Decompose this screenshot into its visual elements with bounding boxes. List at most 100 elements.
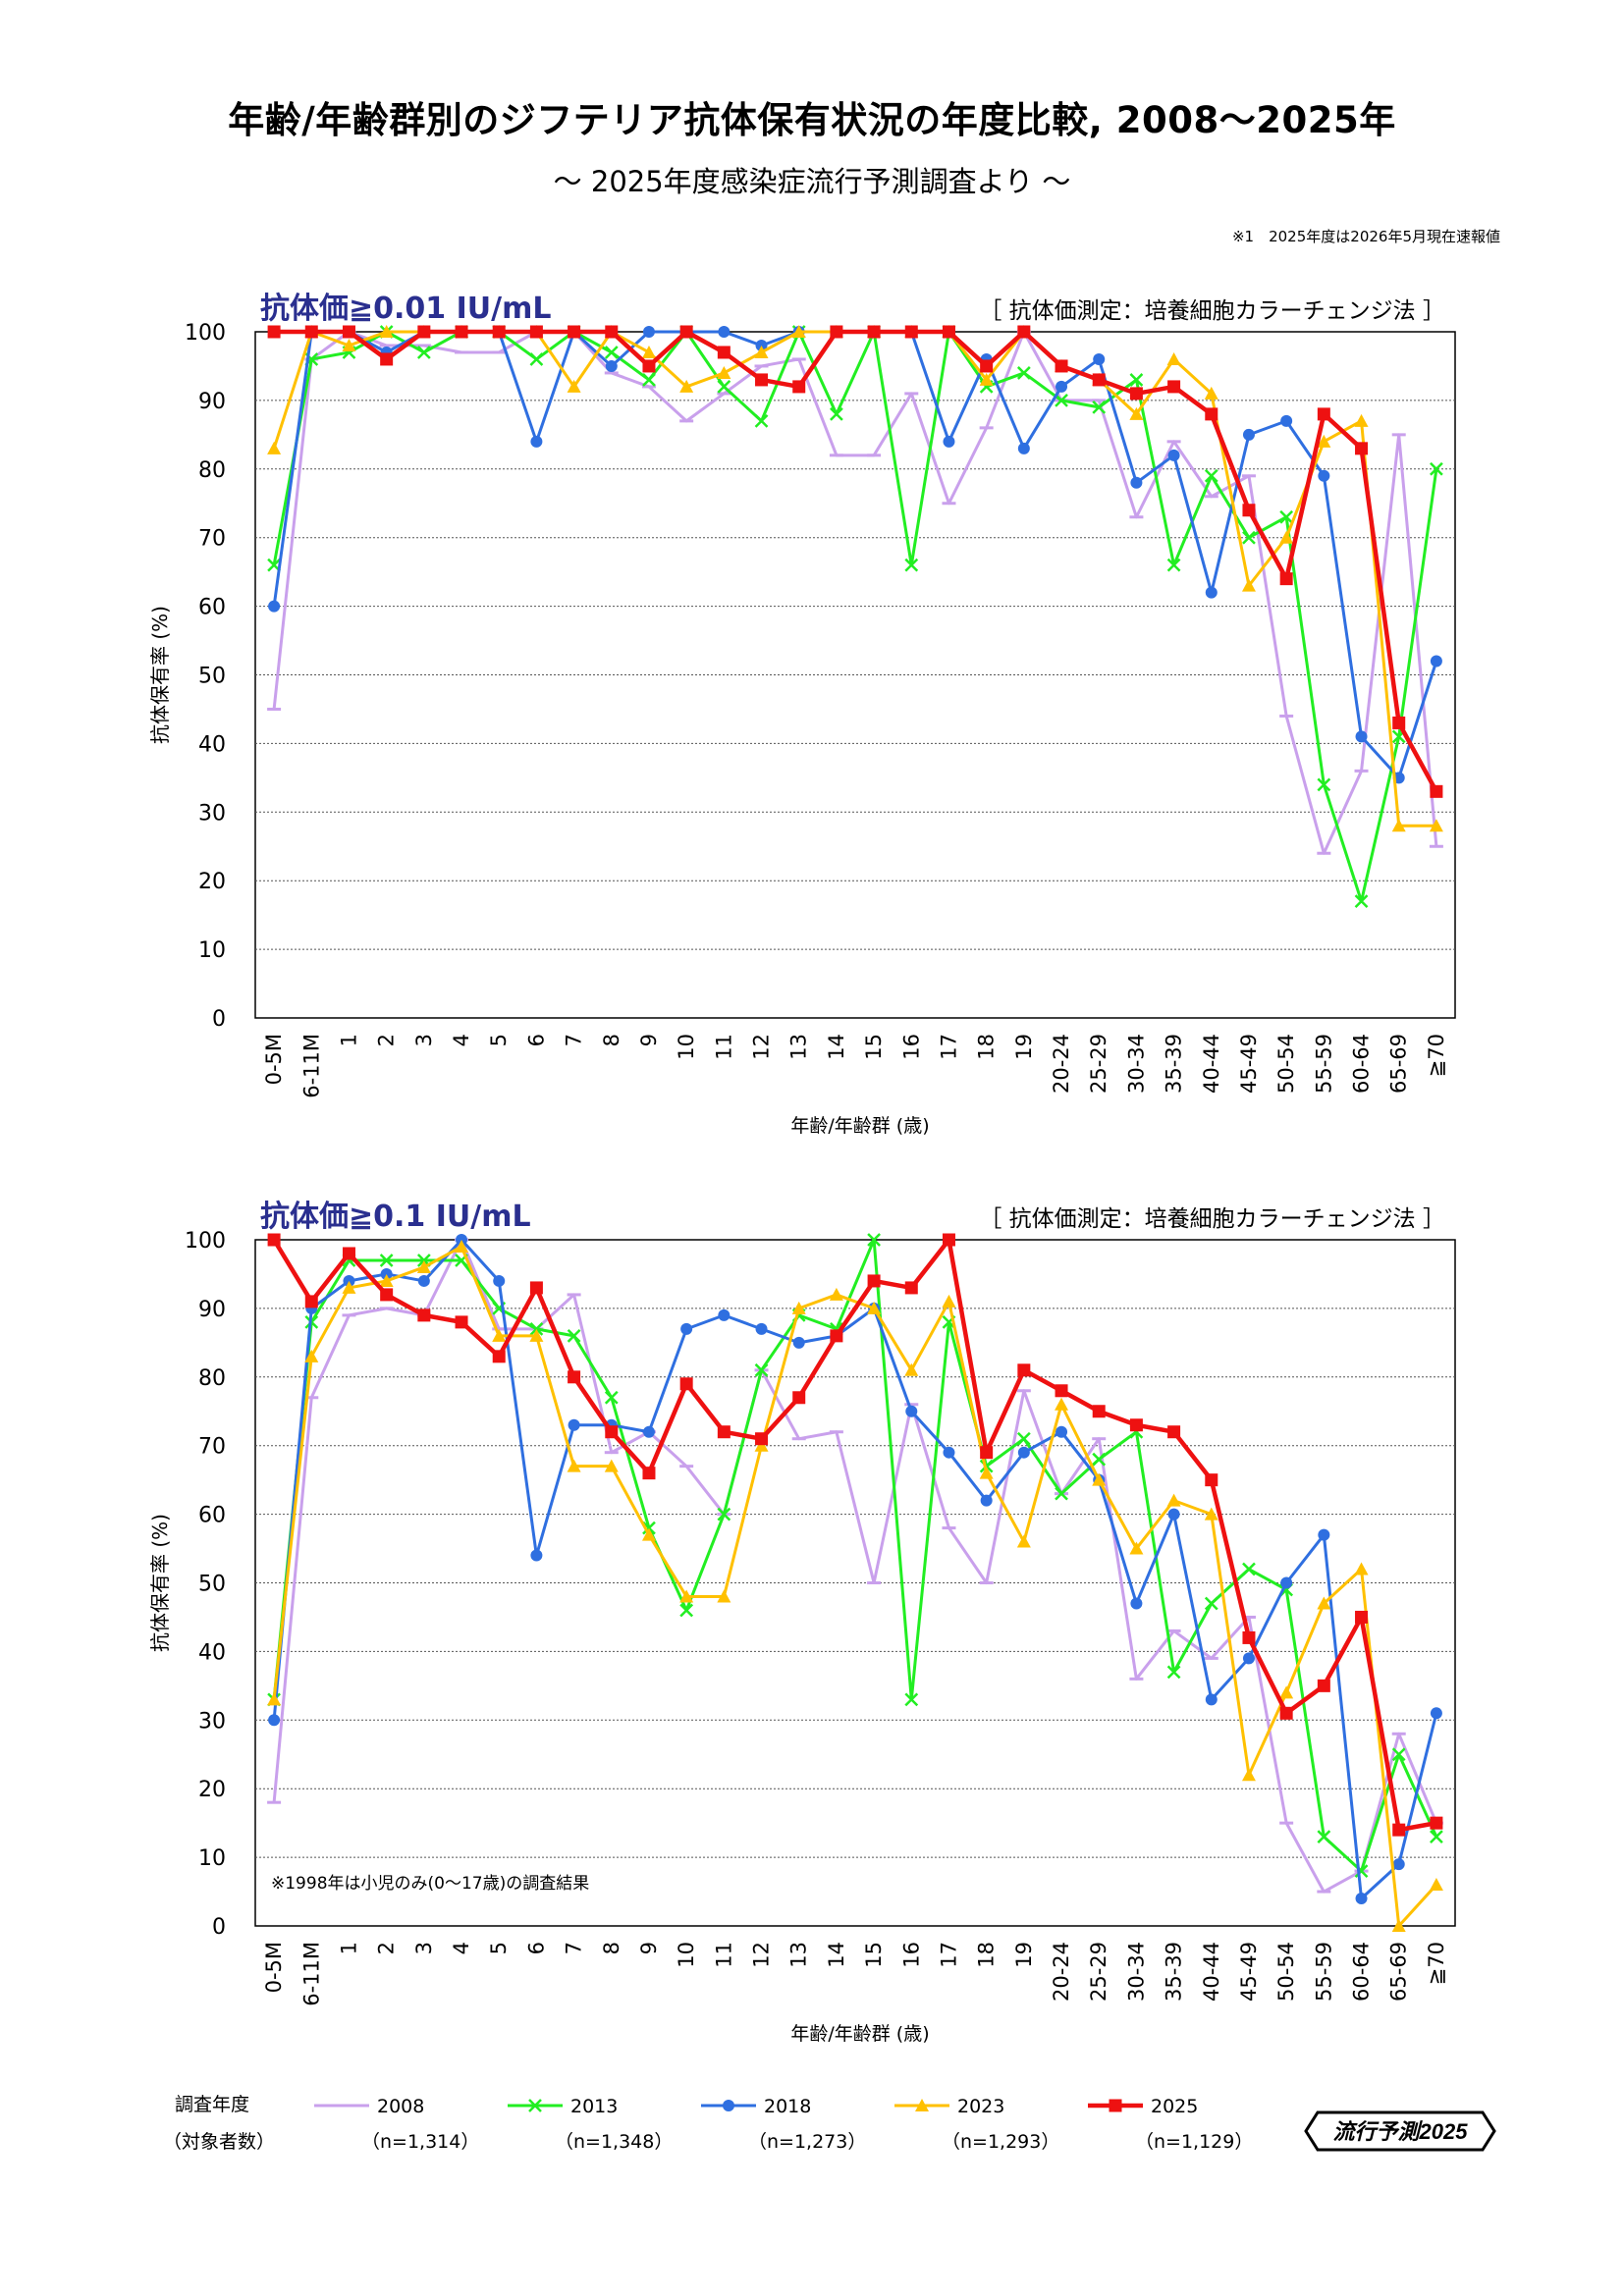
data-point bbox=[942, 1294, 956, 1308]
data-point bbox=[1205, 407, 1218, 421]
legend-n-2008: （n=1,314） bbox=[361, 2131, 479, 2153]
data-point bbox=[717, 365, 731, 379]
x-tick-label: 40-44 bbox=[1200, 1034, 1223, 1094]
data-point bbox=[1391, 819, 1406, 832]
data-point bbox=[980, 1446, 994, 1460]
data-point bbox=[1130, 476, 1143, 489]
data-point bbox=[755, 373, 769, 387]
series-2023 bbox=[267, 1239, 1443, 1932]
legend-year-2023: 2023 bbox=[957, 2096, 1004, 2117]
data-point bbox=[1204, 386, 1218, 400]
y-tick-label: 10 bbox=[198, 938, 226, 963]
logo-text: 流行予測2025 bbox=[1333, 2119, 1469, 2144]
series-2025 bbox=[267, 325, 1443, 798]
x-tick-label: 6 bbox=[524, 1034, 548, 1046]
x-tick-label: 8 bbox=[600, 1034, 623, 1046]
data-point bbox=[942, 325, 955, 339]
data-point bbox=[1242, 504, 1256, 517]
x-tick-label: 2 bbox=[375, 1942, 399, 1954]
x-tick-label: 3 bbox=[412, 1942, 436, 1954]
x-tick-label: 17 bbox=[937, 1942, 960, 1968]
data-point bbox=[529, 352, 544, 366]
chart-annotation: ※1998年は小児のみ(0～17歳)の調査結果 bbox=[271, 1874, 589, 1894]
data-point bbox=[567, 1459, 581, 1472]
data-point bbox=[1279, 530, 1294, 544]
legend-n-2025: （n=1,129） bbox=[1135, 2131, 1253, 2153]
data-point bbox=[1430, 655, 1442, 667]
data-point bbox=[830, 325, 843, 339]
y-tick-label: 50 bbox=[198, 665, 226, 689]
data-point bbox=[304, 1295, 318, 1308]
data-point bbox=[1429, 819, 1443, 832]
legend-marker-2013 bbox=[528, 2099, 542, 2112]
data-point bbox=[642, 1425, 655, 1438]
x-tick-label: 12 bbox=[750, 1942, 774, 1968]
data-point bbox=[267, 1233, 281, 1247]
data-point bbox=[904, 1281, 918, 1295]
data-point bbox=[1430, 784, 1443, 798]
data-point bbox=[1017, 1363, 1031, 1377]
data-point bbox=[605, 359, 618, 372]
data-point bbox=[304, 325, 318, 339]
data-point bbox=[492, 1328, 507, 1342]
data-point bbox=[1279, 1685, 1294, 1699]
data-point bbox=[342, 325, 355, 339]
y-tick-label: 60 bbox=[198, 596, 226, 620]
x-tick-label: 13 bbox=[787, 1034, 811, 1060]
legend-year-2025: 2025 bbox=[1151, 2096, 1198, 2117]
x-axis-label: 年齢/年齢群 (歳) bbox=[790, 2023, 929, 2045]
data-point bbox=[455, 1239, 469, 1253]
data-point bbox=[755, 1432, 769, 1446]
data-point bbox=[1092, 373, 1106, 387]
data-point bbox=[530, 1549, 543, 1562]
x-tick-label: 19 bbox=[1012, 1034, 1036, 1060]
data-point bbox=[904, 1362, 919, 1376]
data-point bbox=[904, 558, 919, 572]
data-point bbox=[1017, 442, 1030, 454]
data-point bbox=[1205, 586, 1218, 599]
data-point bbox=[1055, 1397, 1069, 1411]
data-point bbox=[492, 1350, 506, 1363]
data-point bbox=[493, 1274, 506, 1287]
data-point bbox=[1055, 394, 1068, 407]
x-tick-label: ≧70 bbox=[1425, 1034, 1448, 1077]
data-point bbox=[1279, 572, 1293, 586]
y-tick-label: 0 bbox=[212, 1007, 226, 1032]
data-point bbox=[791, 325, 806, 338]
y-tick-label: 80 bbox=[198, 1366, 226, 1391]
x-tick-label: 30-34 bbox=[1124, 1034, 1148, 1094]
data-point bbox=[642, 359, 656, 373]
page-subtitle: ～ 2025年度感染症流行予測調査より ～ bbox=[553, 165, 1071, 198]
data-point bbox=[1016, 1431, 1031, 1446]
data-point bbox=[1354, 894, 1369, 909]
x-tick-label: 60-64 bbox=[1350, 1034, 1374, 1094]
x-tick-label: 10 bbox=[675, 1034, 698, 1060]
data-point bbox=[1016, 1534, 1031, 1548]
data-point bbox=[830, 1329, 843, 1343]
data-point bbox=[1318, 469, 1330, 482]
data-point bbox=[717, 1589, 731, 1603]
y-tick-label: 0 bbox=[212, 1915, 226, 1940]
data-point bbox=[1242, 428, 1255, 441]
plot-area bbox=[254, 1239, 1456, 1927]
data-point bbox=[718, 1308, 731, 1321]
data-point bbox=[567, 1328, 581, 1343]
x-tick-label: 9 bbox=[637, 1942, 661, 1954]
x-tick-label: 20-24 bbox=[1050, 1034, 1073, 1094]
data-point bbox=[1129, 406, 1144, 420]
y-axis-label: 抗体保有率 (%) bbox=[148, 1514, 172, 1652]
y-tick-label: 90 bbox=[198, 1298, 226, 1322]
x-tick-label: 4 bbox=[450, 1034, 473, 1046]
x-tick-label: 15 bbox=[862, 1034, 886, 1060]
data-point bbox=[829, 1287, 843, 1301]
data-point bbox=[529, 1328, 544, 1342]
data-point bbox=[904, 325, 918, 339]
data-point bbox=[905, 1405, 918, 1417]
data-point bbox=[1391, 1747, 1406, 1762]
data-point bbox=[867, 1274, 881, 1288]
series-line-2008 bbox=[272, 1238, 1438, 1894]
series-line-2013 bbox=[272, 1238, 1438, 1873]
data-point bbox=[1130, 1597, 1143, 1610]
